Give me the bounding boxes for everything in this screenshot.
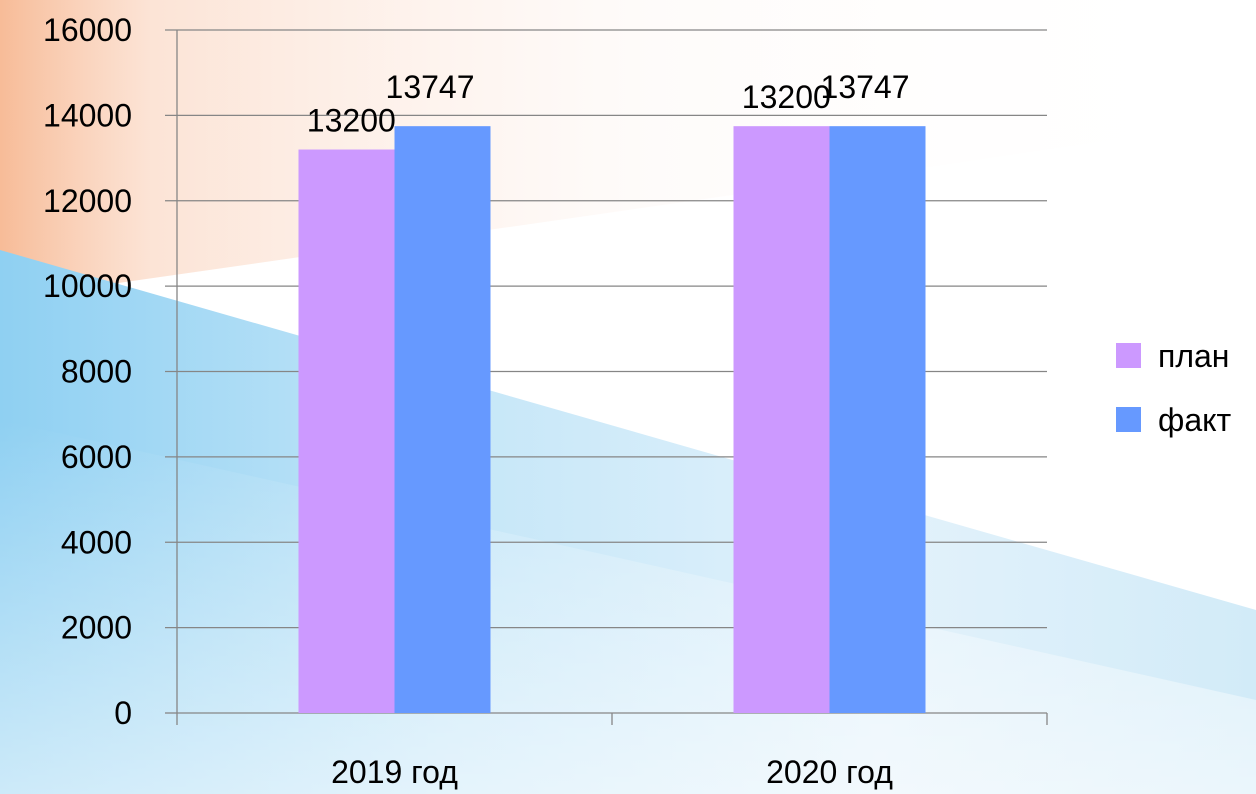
data-label: 13747 (386, 69, 475, 105)
y-tick-label: 0 (114, 695, 132, 731)
data-label: 13747 (821, 69, 910, 105)
bars (298, 126, 926, 714)
legend-swatch (1116, 343, 1141, 368)
y-tick-label: 8000 (61, 354, 132, 390)
legend: план факт (1116, 338, 1231, 438)
bar (394, 126, 491, 714)
y-tick-label: 6000 (61, 439, 132, 475)
legend-label: план (1158, 338, 1229, 374)
legend-swatch (1116, 407, 1141, 432)
data-label: 13200 (742, 79, 831, 115)
y-tick-label: 14000 (43, 97, 132, 133)
y-tick-label: 2000 (61, 610, 132, 646)
x-category-label: 2019 год (331, 754, 458, 790)
data-label: 13200 (307, 103, 396, 139)
y-tick-label: 4000 (61, 524, 132, 560)
y-tick-label: 12000 (43, 183, 132, 219)
y-tick-label: 10000 (43, 268, 132, 304)
y-tick-label: 16000 (43, 12, 132, 48)
legend-label: факт (1158, 402, 1231, 438)
bar (733, 126, 830, 714)
axes: 0 2000 4000 6000 8000 10000 12000 14000 16000 201… (43, 12, 1048, 790)
bar (829, 126, 926, 714)
bar (298, 149, 395, 713)
x-category-label: 2020 год (766, 754, 893, 790)
